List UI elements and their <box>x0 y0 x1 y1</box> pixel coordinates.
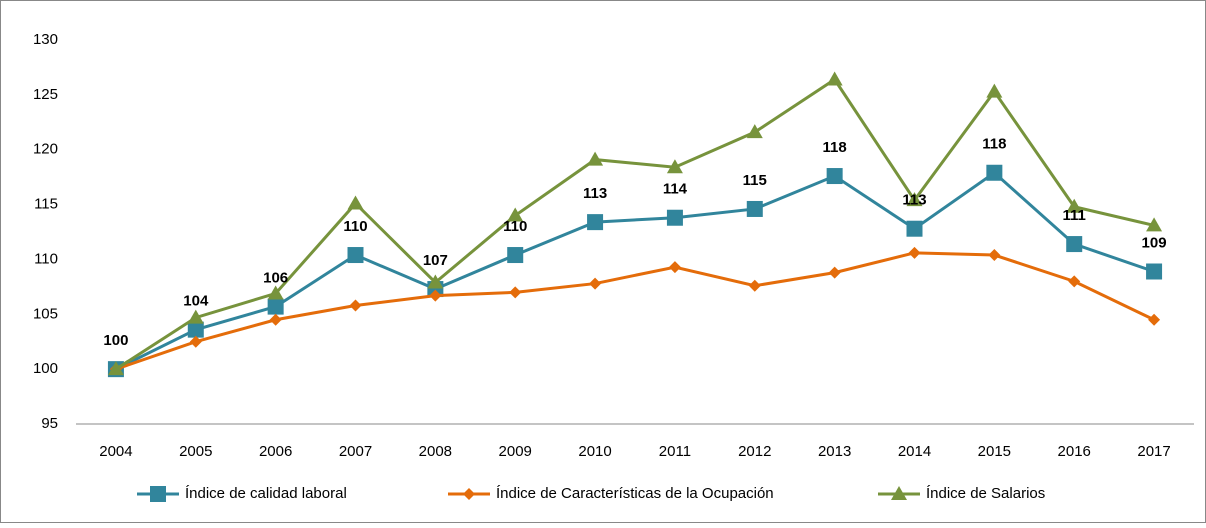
data-point <box>189 335 202 348</box>
y-tick-label: 120 <box>33 141 58 158</box>
data-point <box>589 277 602 290</box>
x-tick-label: 2013 <box>818 443 851 460</box>
legend-label: Índice de Salarios <box>926 485 1045 502</box>
x-tick-label: 2006 <box>259 443 292 460</box>
data-point <box>746 200 763 217</box>
data-point <box>349 299 362 312</box>
data-point <box>906 220 923 237</box>
data-point <box>826 168 843 185</box>
data-point <box>347 247 364 264</box>
y-tick-label: 110 <box>34 250 58 267</box>
data-point <box>666 159 683 174</box>
data-label: 109 <box>1142 234 1167 251</box>
data-point <box>1066 236 1083 253</box>
legend-marker <box>150 486 166 502</box>
data-label: 110 <box>343 218 367 235</box>
data-point <box>269 313 282 326</box>
series-line <box>115 251 1155 371</box>
data-point <box>1068 275 1081 288</box>
data-point <box>429 289 442 302</box>
x-tick-label: 2015 <box>978 443 1011 460</box>
data-point <box>988 249 1001 262</box>
data-point <box>507 207 524 222</box>
data-label: 111 <box>1063 207 1086 224</box>
data-label: 104 <box>183 293 209 310</box>
data-point <box>587 214 604 231</box>
legend-label: Índice de calidad laboral <box>185 485 347 502</box>
legend-marker <box>463 488 475 500</box>
data-label: 106 <box>263 270 288 287</box>
series-line <box>115 170 1155 371</box>
x-tick-label: 2008 <box>419 443 452 460</box>
data-label: 113 <box>583 185 607 202</box>
x-tick-label: 2007 <box>339 443 372 460</box>
data-label: 107 <box>423 252 448 269</box>
data-point <box>267 298 284 315</box>
data-point <box>746 124 763 139</box>
y-tick-label: 95 <box>41 415 58 432</box>
data-point <box>587 151 604 166</box>
data-point <box>986 164 1003 181</box>
data-point <box>908 246 921 259</box>
data-label: 115 <box>743 172 767 189</box>
data-label: 114 <box>663 181 688 198</box>
data-point <box>347 195 364 210</box>
legend-marker <box>891 486 907 500</box>
data-point <box>666 209 683 226</box>
data-point <box>828 266 841 279</box>
x-tick-label: 2016 <box>1058 443 1091 460</box>
data-label: 100 <box>103 332 128 349</box>
x-tick-label: 2004 <box>99 443 132 460</box>
x-tick-label: 2010 <box>578 443 611 460</box>
data-point <box>906 192 923 207</box>
data-point <box>427 274 444 289</box>
data-point <box>267 285 284 300</box>
data-label: 113 <box>902 192 926 209</box>
data-point <box>187 309 204 324</box>
x-tick-label: 2012 <box>738 443 771 460</box>
data-point <box>668 261 681 274</box>
data-point <box>1066 198 1083 213</box>
data-label: 118 <box>982 136 1006 153</box>
series-line <box>115 77 1155 371</box>
data-point <box>509 286 522 299</box>
x-tick-label: 2009 <box>499 443 532 460</box>
y-tick-label: 115 <box>34 196 58 213</box>
data-label: 118 <box>823 139 847 156</box>
data-point <box>107 361 124 376</box>
x-tick-label: 2017 <box>1137 443 1170 460</box>
data-point <box>1146 217 1163 232</box>
x-tick-label: 2014 <box>898 443 931 460</box>
data-point <box>986 83 1003 98</box>
data-point <box>507 247 524 264</box>
y-tick-label: 100 <box>33 360 58 377</box>
x-tick-label: 2005 <box>179 443 212 460</box>
data-point <box>748 279 761 292</box>
x-tick-label: 2011 <box>659 443 691 460</box>
data-point <box>1146 263 1163 280</box>
legend-label: Índice de Características de la Ocupació… <box>496 485 774 502</box>
data-point <box>187 321 204 338</box>
data-label: 110 <box>503 218 527 235</box>
data-point <box>826 71 843 86</box>
y-tick-label: 125 <box>33 86 58 103</box>
y-tick-label: 105 <box>33 305 58 322</box>
data-point <box>1148 313 1161 326</box>
y-tick-label: 130 <box>33 31 58 48</box>
